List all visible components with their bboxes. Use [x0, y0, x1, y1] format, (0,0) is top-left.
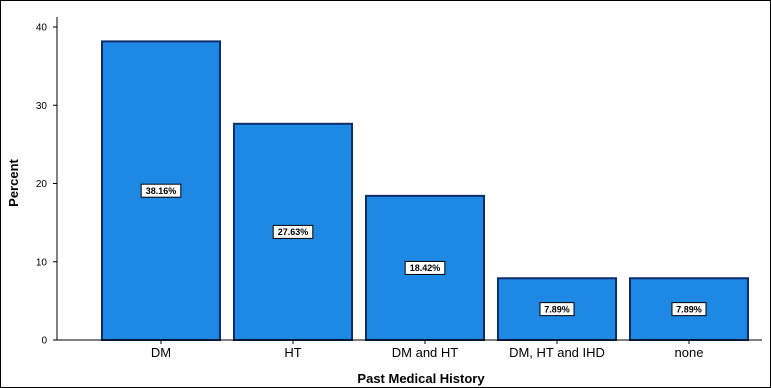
data-label-box	[140, 183, 182, 198]
y-axis-title: Percent	[6, 158, 21, 206]
x-tick-labels: DM HT DM and HT DM, HT and IHD none	[151, 340, 704, 360]
data-label-box	[404, 260, 446, 275]
x-tick-label: DM, HT and IHD	[509, 345, 605, 360]
data-label-box	[539, 302, 575, 317]
y-tick-label: 10	[36, 257, 48, 268]
y-tick-label: 40	[36, 23, 48, 34]
data-labels-layer: 38.16% 27.63% 18.42% 7.89% 7.89%	[140, 183, 707, 317]
data-label: 38.16%	[146, 186, 177, 196]
data-label: 7.89%	[544, 304, 570, 314]
data-label-box	[671, 302, 707, 317]
bars-layer	[101, 40, 749, 341]
data-label: 18.42%	[410, 263, 441, 273]
x-tick-label: DM	[151, 345, 171, 360]
y-tick-label: 0	[41, 336, 47, 347]
data-label-box	[272, 224, 314, 239]
x-tick-label: DM and HT	[392, 345, 459, 360]
y-tick-label: 20	[36, 179, 48, 190]
data-label: 7.89%	[676, 304, 702, 314]
x-tick-label: HT	[284, 345, 301, 360]
y-tick-label: 30	[36, 101, 48, 112]
y-ticks: 0 10 20 30 40	[36, 23, 57, 347]
x-axis-title: Past Medical History	[357, 371, 485, 386]
data-label: 27.63%	[278, 227, 309, 237]
x-tick-label: none	[675, 345, 704, 360]
